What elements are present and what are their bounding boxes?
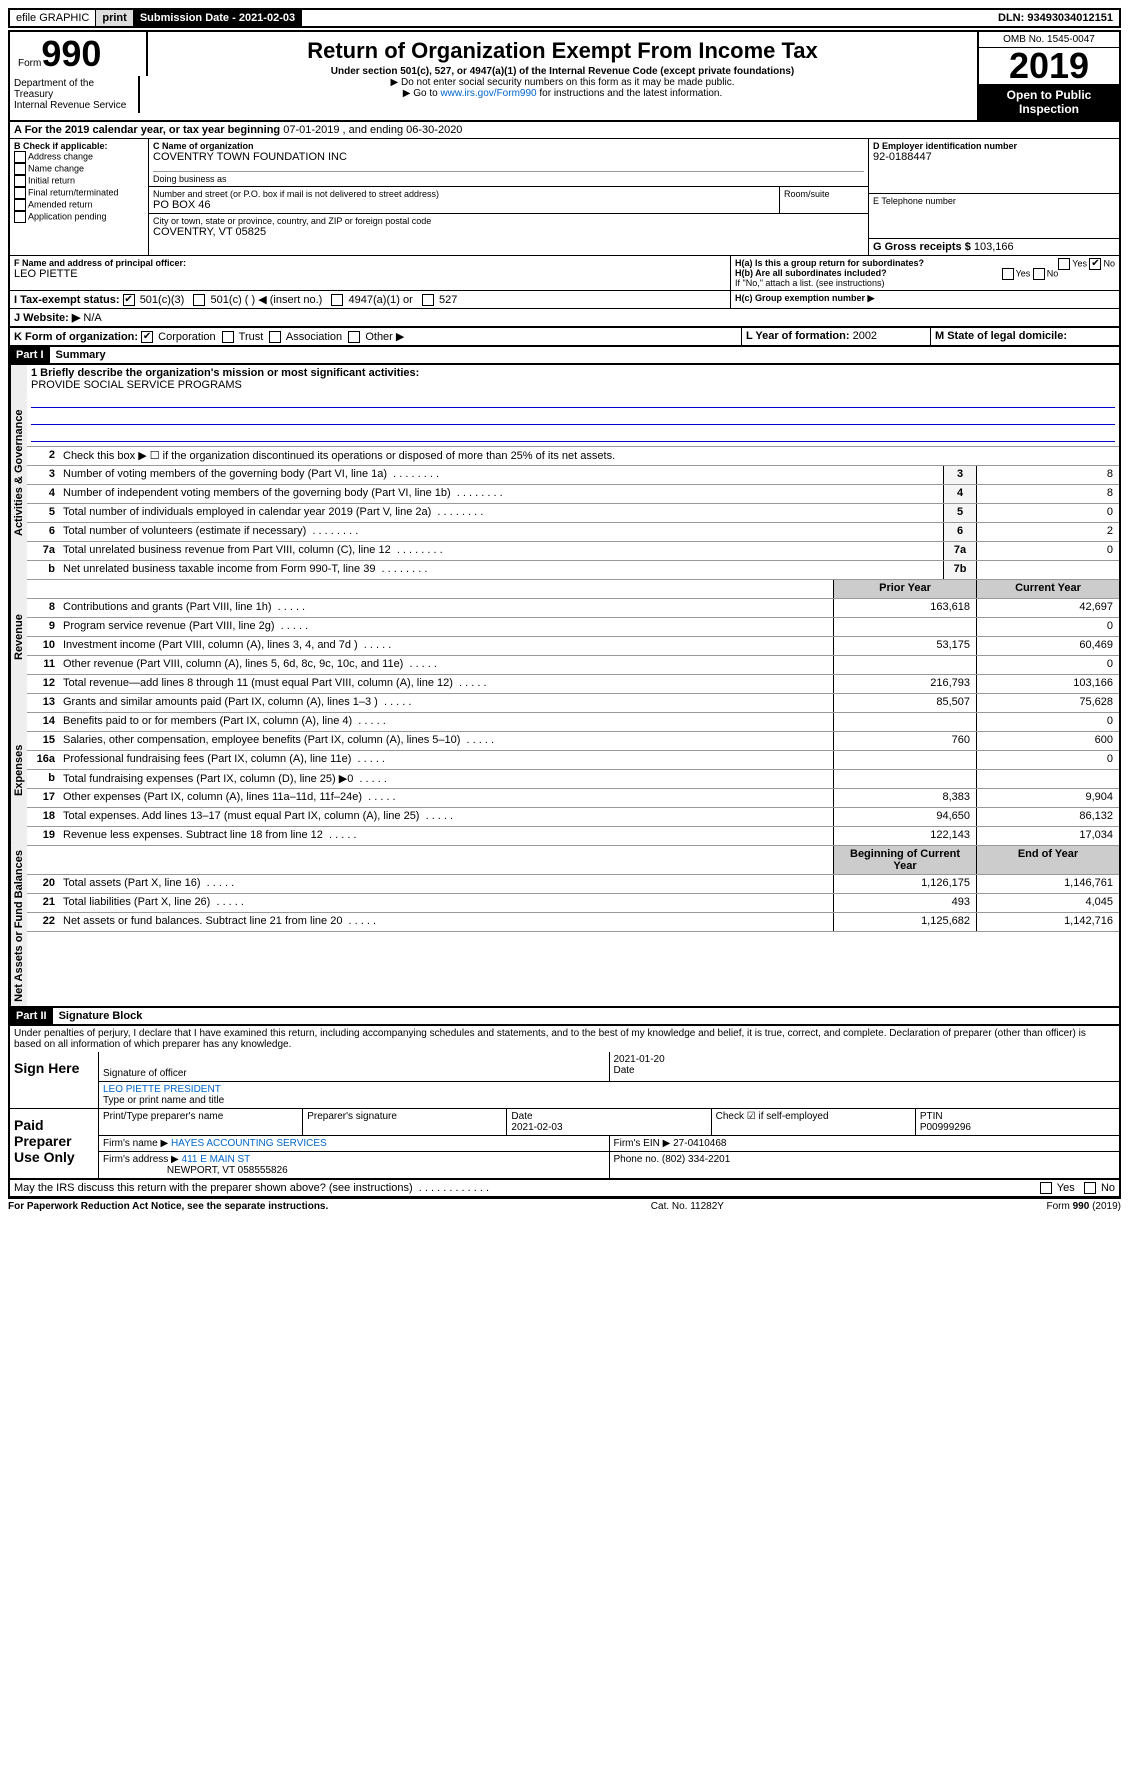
table-row: 7aTotal unrelated business revenue from …: [27, 542, 1119, 561]
ptin: P00999296: [920, 1122, 1115, 1133]
table-row: 13Grants and similar amounts paid (Part …: [27, 694, 1119, 713]
form-title: Return of Organization Exempt From Incom…: [152, 38, 973, 64]
table-row: 12Total revenue—add lines 8 through 11 (…: [27, 675, 1119, 694]
vert-revenue: Revenue: [10, 580, 27, 694]
dept-treasury: Department of the TreasuryInternal Reven…: [10, 76, 140, 113]
table-row: 16aProfessional fundraising fees (Part I…: [27, 751, 1119, 770]
part1-header: Part I Summary: [8, 347, 1121, 365]
sign-here-label: Sign Here: [10, 1052, 99, 1108]
firm-phone: (802) 334-2201: [662, 1154, 730, 1165]
org-city: COVENTRY, VT 05825: [153, 226, 864, 238]
page-footer: For Paperwork Reduction Act Notice, see …: [8, 1198, 1121, 1214]
dln: DLN: 93493034012151: [992, 10, 1119, 26]
form-subtitle: Under section 501(c), 527, or 4947(a)(1)…: [152, 66, 973, 77]
period-row: A For the 2019 calendar year, or tax yea…: [8, 122, 1121, 139]
paid-preparer-label: Paid Preparer Use Only: [10, 1109, 99, 1178]
expenses-section: Expenses 13Grants and similar amounts pa…: [8, 694, 1121, 846]
table-row: 4Number of independent voting members of…: [27, 485, 1119, 504]
officer-name: LEO PIETTE PRESIDENT: [103, 1084, 1115, 1095]
firm-name: HAYES ACCOUNTING SERVICES: [171, 1138, 327, 1149]
title-block: Return of Organization Exempt From Incom…: [148, 32, 977, 120]
form-number-block: Form990: [10, 32, 148, 76]
submission-date: Submission Date - 2021-02-03: [134, 10, 302, 26]
instruction-1: ▶ Do not enter social security numbers o…: [152, 77, 973, 88]
box-right: D Employer identification number 92-0188…: [869, 139, 1119, 255]
tax-year: 2019: [979, 48, 1119, 84]
table-row: 8Contributions and grants (Part VIII, li…: [27, 599, 1119, 618]
instruction-2: ▶ Go to www.irs.gov/Form990 for instruct…: [152, 88, 973, 99]
table-row: 22Net assets or fund balances. Subtract …: [27, 913, 1119, 932]
form-org-row: K Form of organization: Corporation Trus…: [8, 328, 1121, 347]
mission: PROVIDE SOCIAL SERVICE PROGRAMS: [31, 379, 242, 391]
website-row: J Website: ▶ N/A: [8, 309, 1121, 328]
perjury-text: Under penalties of perjury, I declare th…: [8, 1026, 1121, 1052]
sig-date: 2021-01-20: [614, 1054, 1116, 1065]
website: N/A: [83, 312, 101, 324]
vert-expenses: Expenses: [10, 694, 27, 846]
org-address: PO BOX 46: [153, 199, 775, 211]
governance-section: Activities & Governance 1 Briefly descri…: [8, 365, 1121, 580]
ein: 92-0188447: [873, 151, 1115, 163]
table-row: 9Program service revenue (Part VIII, lin…: [27, 618, 1119, 637]
principal-officer: LEO PIETTE: [14, 268, 726, 280]
table-row: 15Salaries, other compensation, employee…: [27, 732, 1119, 751]
table-row: 19Revenue less expenses. Subtract line 1…: [27, 827, 1119, 846]
table-row: bNet unrelated business taxable income f…: [27, 561, 1119, 580]
prep-date: 2021-02-03: [511, 1122, 706, 1133]
table-row: 6Total number of volunteers (estimate if…: [27, 523, 1119, 542]
firm-addr: 411 E MAIN ST: [182, 1154, 251, 1165]
part2-header: Part II Signature Block: [8, 1008, 1121, 1026]
form-header: Form990 Department of the TreasuryIntern…: [8, 30, 1121, 122]
box-b: B Check if applicable: Address change Na…: [10, 139, 149, 255]
year-block: OMB No. 1545-0047 2019 Open to Public In…: [977, 32, 1119, 120]
table-row: 17Other expenses (Part IX, column (A), l…: [27, 789, 1119, 808]
table-row: 21Total liabilities (Part X, line 26) . …: [27, 894, 1119, 913]
top-bar: efile GRAPHIC print Submission Date - 20…: [8, 8, 1121, 28]
vert-governance: Activities & Governance: [10, 365, 27, 580]
firm-ein: 27-0410468: [673, 1138, 726, 1149]
table-row: 18Total expenses. Add lines 13–17 (must …: [27, 808, 1119, 827]
open-public: Open to Public Inspection: [979, 84, 1119, 120]
discuss-row: May the IRS discuss this return with the…: [8, 1180, 1121, 1198]
table-row: 10Investment income (Part VIII, column (…: [27, 637, 1119, 656]
box-c: C Name of organization COVENTRY TOWN FOU…: [149, 139, 869, 255]
irs-link[interactable]: www.irs.gov/Form990: [440, 88, 536, 99]
print-button[interactable]: print: [96, 10, 133, 26]
gross-receipts: 103,166: [974, 241, 1014, 253]
table-row: bTotal fundraising expenses (Part IX, co…: [27, 770, 1119, 789]
org-info-row: B Check if applicable: Address change Na…: [8, 139, 1121, 256]
officer-row: F Name and address of principal officer:…: [8, 256, 1121, 291]
signature-table: Sign Here Signature of officer 2021-01-2…: [8, 1052, 1121, 1180]
tax-status-row: I Tax-exempt status: 501(c)(3) 501(c) ( …: [8, 291, 1121, 309]
table-row: 20Total assets (Part X, line 16) . . . .…: [27, 875, 1119, 894]
table-row: 11Other revenue (Part VIII, column (A), …: [27, 656, 1119, 675]
table-row: 14Benefits paid to or for members (Part …: [27, 713, 1119, 732]
vert-netassets: Net Assets or Fund Balances: [10, 846, 27, 1006]
org-name: COVENTRY TOWN FOUNDATION INC: [153, 151, 864, 163]
revenue-section: Revenue Prior YearCurrent Year 8Contribu…: [8, 580, 1121, 694]
table-row: 3Number of voting members of the governi…: [27, 466, 1119, 485]
efile-label: efile GRAPHIC: [10, 10, 96, 26]
netassets-section: Net Assets or Fund Balances Beginning of…: [8, 846, 1121, 1008]
table-row: 5Total number of individuals employed in…: [27, 504, 1119, 523]
